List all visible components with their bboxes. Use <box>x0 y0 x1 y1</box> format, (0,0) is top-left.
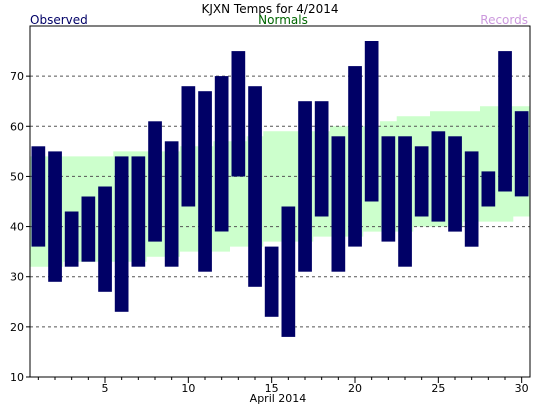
x-tick-label-20: 20 <box>348 382 362 395</box>
y-axis: 10 20 30 40 50 60 70 <box>10 70 30 384</box>
observed-bar-day-2 <box>48 151 62 282</box>
y-tick-label-40: 40 <box>10 221 24 234</box>
observed-bar-day-13 <box>231 51 246 177</box>
observed-bar-day-25 <box>431 131 446 222</box>
observed-bar-day-19 <box>331 136 346 272</box>
observed-bar-day-27 <box>464 151 479 247</box>
legend-normals: Normals <box>258 13 308 27</box>
x-tick-label-15: 15 <box>265 382 279 395</box>
y-tick-label-30: 30 <box>10 271 24 284</box>
observed-bar-day-16 <box>281 206 296 337</box>
y-tick-label-20: 20 <box>10 321 24 334</box>
observed-bar-day-3 <box>64 211 79 267</box>
observed-bar-day-6 <box>114 156 129 312</box>
legend-records: Records <box>480 13 528 27</box>
observed-bar-day-4 <box>81 196 96 262</box>
observed-bar-day-28 <box>481 171 496 207</box>
observed-bar-day-11 <box>198 91 212 272</box>
y-tick-label-10: 10 <box>10 371 24 384</box>
observed-bar-day-29 <box>498 51 512 192</box>
observed-bar-day-20 <box>348 66 362 247</box>
observed-bar-day-22 <box>381 136 396 242</box>
x-tick-label-5: 5 <box>102 382 109 395</box>
x-axis-label: April 2014 <box>250 392 307 405</box>
observed-bar-day-10 <box>181 86 196 207</box>
observed-bar-day-26 <box>448 136 462 232</box>
observed-bar-day-1 <box>31 146 46 247</box>
plot-area <box>29 25 531 378</box>
observed-bar-day-5 <box>98 186 112 292</box>
observed-bar-day-23 <box>398 136 412 267</box>
legend-observed: Observed <box>30 13 88 27</box>
observed-bar-day-17 <box>298 101 312 272</box>
x-tick-label-25: 25 <box>431 382 445 395</box>
observed-bar-day-9 <box>164 141 179 267</box>
y-tick-label-50: 50 <box>10 170 24 183</box>
gridlines <box>30 75 530 328</box>
x-axis: 5 10 15 20 25 30 <box>37 377 529 395</box>
x-tick-label-30: 30 <box>515 382 529 395</box>
y-tick-label-60: 60 <box>10 120 24 133</box>
observed-bar-day-12 <box>214 76 229 232</box>
observed-bar-day-15 <box>264 246 279 317</box>
observed-bars <box>31 41 529 337</box>
observed-bar-day-24 <box>414 146 429 217</box>
observed-bar-day-8 <box>148 121 162 242</box>
chart-title: KJXN Temps for 4/2014 <box>202 2 339 16</box>
observed-bar-day-30 <box>514 111 529 197</box>
x-tick-label-10: 10 <box>181 382 195 395</box>
observed-bar-day-14 <box>248 86 262 287</box>
plot-frame <box>29 25 531 378</box>
y-tick-label-70: 70 <box>10 70 24 83</box>
observed-bar-day-18 <box>314 101 329 217</box>
observed-bar-day-21 <box>364 41 379 202</box>
observed-bar-day-7 <box>131 156 146 267</box>
